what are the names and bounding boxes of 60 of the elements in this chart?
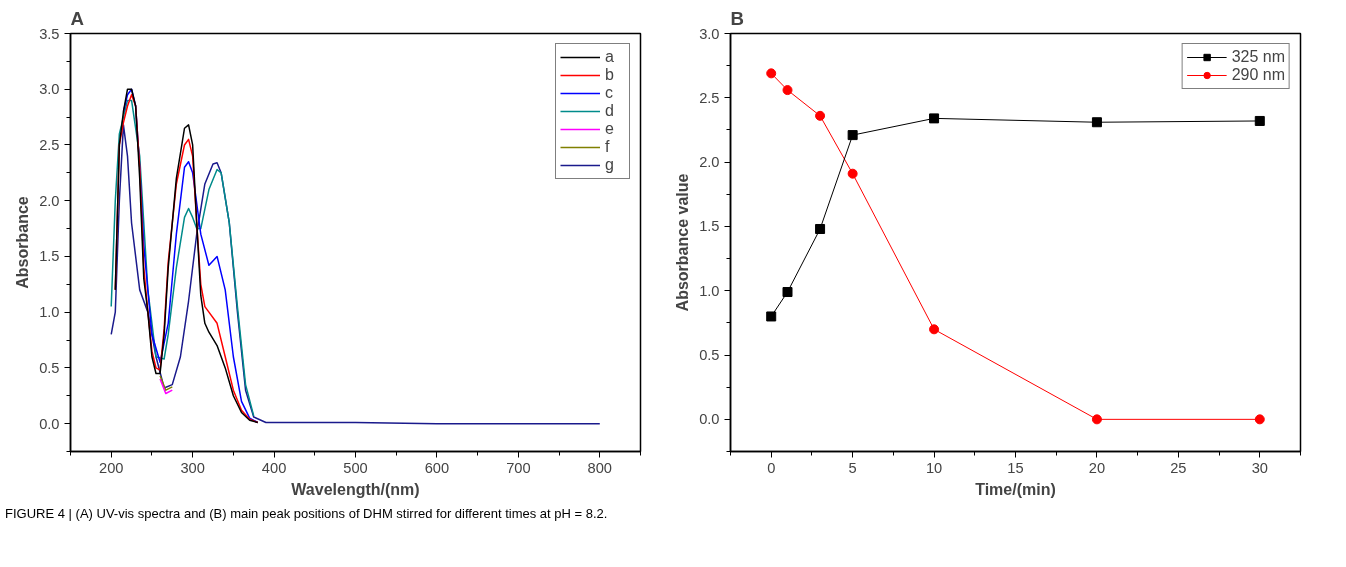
chart-title: B [730, 7, 744, 29]
x-tick-label: 600 [424, 459, 450, 476]
caption: FIGURE 4 | (A) UV-vis spectra and (B) main peak positions of DHM stirred for different times at pH = 8.2. [5, 505, 608, 523]
legend-label: 325 nm [1231, 48, 1285, 66]
legend-label: b [605, 66, 615, 84]
legend-label: 290 nm [1231, 66, 1285, 84]
y-tick-label: 3.0 [699, 25, 720, 42]
legend-label: e [605, 120, 615, 138]
point [766, 68, 777, 79]
x-tick-label: 500 [343, 459, 368, 476]
x-tick-label: 15 [1007, 459, 1024, 476]
x-tick-label: 25 [1170, 459, 1187, 476]
y-axis-title: Absorbance value [674, 173, 692, 312]
legend-label: f [605, 138, 611, 156]
point [929, 324, 940, 335]
legend-label: a [605, 48, 615, 66]
y-tick-label: 2.5 [39, 136, 60, 153]
x-tick-label: 400 [261, 459, 287, 476]
y-tick-label: 2.0 [699, 154, 720, 171]
y-tick-label: 0.0 [39, 415, 60, 432]
y-tick-label: 1.0 [699, 282, 720, 299]
y-tick-label: 2.5 [699, 89, 720, 106]
y-tick-label: 2.0 [39, 192, 60, 209]
point [1254, 115, 1265, 126]
point [847, 130, 858, 141]
x-tick-label: 20 [1088, 459, 1106, 476]
legend-label: g [605, 156, 615, 174]
point [782, 287, 793, 298]
point [1254, 414, 1265, 425]
y-tick-label: 0.5 [699, 347, 720, 364]
point [782, 85, 793, 96]
x-axis-title: Time/(min) [975, 480, 1056, 498]
x-tick-label: 700 [506, 459, 531, 476]
y-tick-label: 1.5 [699, 218, 720, 235]
x-tick-label: 10 [925, 459, 943, 476]
legend-label: c [605, 84, 614, 102]
x-tick-label: 200 [98, 459, 124, 476]
point [1091, 117, 1102, 128]
point [1091, 414, 1102, 425]
legend-label: d [605, 102, 615, 120]
point [847, 168, 858, 179]
y-tick-label: 3.0 [39, 81, 60, 98]
chart-title: A [70, 7, 84, 29]
x-tick-label: 0 [767, 459, 776, 476]
x-tick-label: 300 [180, 459, 205, 476]
y-axis-title: Absorbance [14, 196, 32, 289]
x-tick-label: 5 [848, 459, 857, 476]
y-tick-label: 1.0 [39, 304, 60, 321]
x-tick-label: 30 [1251, 459, 1268, 476]
y-tick-label: 1.5 [39, 248, 60, 265]
y-tick-label: 0.0 [699, 411, 720, 428]
y-tick-label: 3.5 [39, 25, 60, 42]
x-tick-label: 800 [587, 459, 613, 476]
point [815, 110, 826, 121]
point [815, 224, 826, 234]
point [929, 113, 940, 124]
point [766, 311, 777, 322]
x-axis-title: Wavelength/(nm) [291, 480, 420, 498]
line-series [110, 124, 601, 425]
y-tick-label: 0.5 [39, 359, 60, 376]
